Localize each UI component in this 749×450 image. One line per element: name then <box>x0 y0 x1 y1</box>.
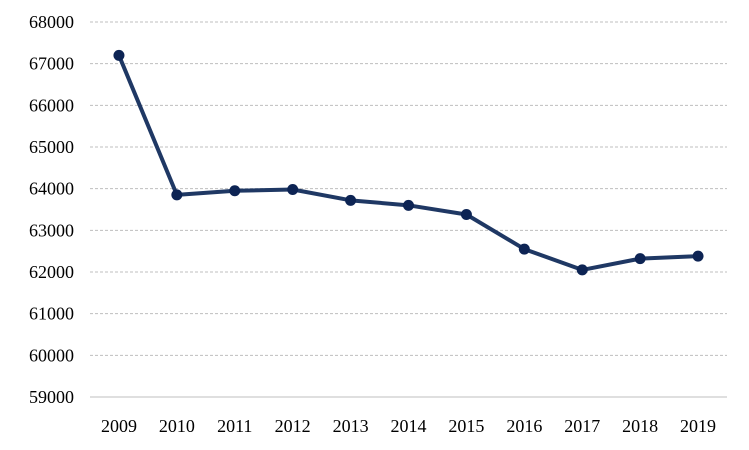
x-tick-label: 2018 <box>622 416 658 436</box>
y-tick-label: 63000 <box>29 220 74 240</box>
data-point <box>460 209 472 220</box>
x-tick-label: 2013 <box>333 416 369 436</box>
y-axis-tick-labels: 59000 60000 61000 62000 63000 64000 65000 66000… <box>29 12 74 407</box>
x-tick-label: 2019 <box>680 416 716 436</box>
x-tick-label: 2011 <box>217 416 252 436</box>
data-point <box>634 253 646 265</box>
y-tick-label: 68000 <box>29 12 74 32</box>
y-tick-label: 65000 <box>29 137 74 157</box>
series-layer <box>113 49 704 276</box>
x-tick-label: 2012 <box>275 416 311 436</box>
data-point <box>345 194 357 206</box>
x-tick-label: 2015 <box>448 416 484 436</box>
data-point <box>576 264 588 276</box>
y-tick-label: 59000 <box>29 387 74 407</box>
data-point <box>171 189 183 201</box>
x-tick-label: 2009 <box>101 416 137 436</box>
data-point <box>287 184 299 195</box>
x-tick-label: 2017 <box>564 416 600 436</box>
data-point <box>113 49 125 61</box>
y-tick-label: 62000 <box>29 262 74 282</box>
x-tick-label: 2016 <box>506 416 542 436</box>
data-point <box>518 243 530 255</box>
x-tick-label: 2010 <box>159 416 195 436</box>
data-point <box>403 199 414 211</box>
gridlines <box>90 21 727 398</box>
y-tick-label: 60000 <box>29 345 74 365</box>
y-tick-label: 61000 <box>29 304 74 324</box>
x-tick-label: 2014 <box>391 416 427 436</box>
series-line <box>116 53 701 272</box>
data-point <box>692 250 704 262</box>
y-tick-label: 67000 <box>29 54 74 74</box>
data-point <box>229 185 241 197</box>
y-tick-label: 66000 <box>29 95 74 115</box>
x-axis-tick-labels: 2009 2010 2011 2012 2013 2014 2015 2016 2017 2018… <box>101 416 716 436</box>
y-tick-label: 64000 <box>29 179 74 199</box>
